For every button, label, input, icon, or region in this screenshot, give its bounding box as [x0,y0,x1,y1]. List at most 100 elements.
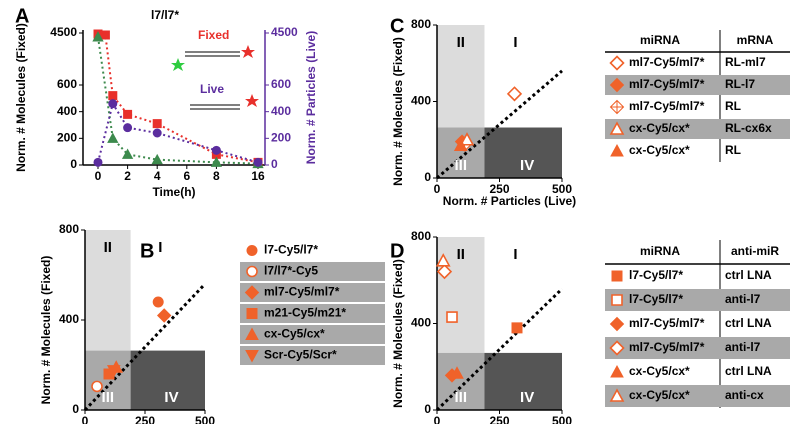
legend-target: RL-cx6x [725,121,772,135]
legend-target: ctrl LNA [725,316,772,330]
marker [435,253,451,267]
y-tick-label: 400 [59,312,79,326]
quadrant-ii [85,230,131,351]
legend-label: Scr-Cy5/Scr* [264,348,337,362]
marker [610,364,624,378]
x-tick-label: 8 [213,169,220,183]
legend-target: ctrl LNA [725,268,772,282]
y-tick-label: 4500 [50,25,77,39]
legend-header: anti-miR [731,244,779,258]
quadrant-label: II [457,34,465,51]
marker [210,156,223,167]
y-axis-label: Norm. # Molecules (Fixed) [391,259,405,408]
marker [245,350,259,363]
legend-label: ml7-Cy5/ml7* [629,55,705,69]
marker [506,86,523,102]
marker [246,308,258,319]
y-tick-label: 600 [57,77,77,91]
legend-label: l7-Cy5/l7* [264,243,318,257]
annotation: Fixed [198,28,229,42]
quadrant-iv [484,127,562,178]
marker [253,157,263,167]
marker [211,145,221,155]
marker [92,31,104,42]
marker [106,365,121,378]
marker [108,99,118,109]
quadrant-iv [484,352,562,410]
y-tick-label: 800 [59,222,79,236]
marker [511,322,523,334]
marker [246,265,258,278]
quadrant-label: I [513,34,517,51]
y2-axis-label: Norm. # Particles (Live) [304,31,318,164]
y-tick-label: 400 [411,94,431,108]
legend-row-bg [605,385,790,407]
y-axis-label: Norm. # Molecules (Fixed) [39,256,53,405]
legend-row-bg [240,283,385,302]
legend-row-bg [240,346,385,365]
x-tick-label: 2 [124,169,131,183]
marker [123,109,133,119]
star [241,45,255,58]
marker [91,380,103,393]
legend-label: l7/l7*-Cy5 [264,264,318,278]
probe-icon [185,51,240,110]
y-tick-label: 400 [411,316,431,330]
y-tick-label: 0 [424,402,431,416]
quadrant-label: III [454,157,467,174]
marker [93,157,103,167]
x-tick-label: 500 [195,414,215,424]
y-tick-label: 0 [424,170,431,184]
marker [609,121,625,135]
marker [245,327,259,340]
legend-label: cx-Cy5/cx* [629,364,690,378]
marker [108,91,118,101]
legend-target: anti-l7 [725,292,761,306]
x-tick-label: 250 [135,414,155,424]
marker [152,296,164,308]
x-tick-label: 250 [489,414,509,424]
legend-label: l7-Cy5/l7* [629,268,683,282]
legend-header: miRNA [640,33,680,47]
marker [611,270,623,282]
marker [100,30,110,40]
x-tick-label: 0 [95,169,102,183]
y2-tick-label: 4500 [271,25,298,39]
legend-target: RL-ml7 [725,55,766,69]
x-tick-label: 500 [552,414,572,424]
marker [609,77,625,93]
legend-target: ctrl LNA [725,364,772,378]
y-tick-label: 0 [72,402,79,416]
quadrant-label: III [102,389,115,406]
marker [152,128,162,138]
marker [459,132,475,146]
legend-label: ml7-Cy5/ml7* [264,285,340,299]
quadrant-label: I [513,246,517,263]
marker [609,99,625,115]
legend-label: cx-Cy5/cx* [629,143,690,157]
annotation: Live [200,82,224,96]
legend-target: anti-cx [725,388,764,402]
quadrant-iv [130,350,205,410]
legend-row-bg [240,304,385,323]
marker [107,132,119,143]
legend-label: ml7-Cy5/ml7* [629,316,705,330]
marker [609,388,625,402]
y-tick-label: 0 [70,157,77,171]
legend-target: RL [725,143,741,157]
legend-row-bg [240,262,385,281]
marker [246,245,258,256]
marker [446,311,458,323]
legend-row-bg [605,75,790,95]
series-line [97,33,259,164]
x-tick-label: 6 [183,169,190,183]
marker [123,123,133,133]
diagonal [83,282,207,412]
y-axis-label: Norm. # Molecules (Fixed) [391,37,405,186]
x-tick-label: 16 [251,169,265,183]
legend-row-bg [240,325,385,344]
legend-target: RL [725,99,741,113]
y-tick-label: 200 [57,131,77,145]
legend-label: ml7-Cy5/ml7* [629,340,705,354]
star [171,58,185,71]
